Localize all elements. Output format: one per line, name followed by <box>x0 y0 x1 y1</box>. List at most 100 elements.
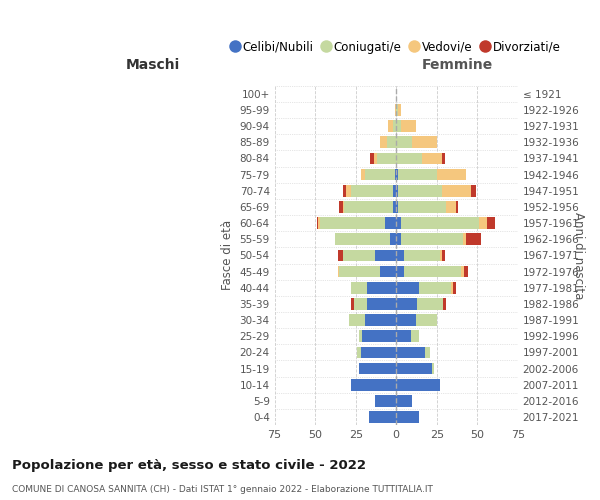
Bar <box>442 152 445 164</box>
Bar <box>343 201 344 212</box>
Text: COMUNE DI CANOSA SANNITA (CH) - Dati ISTAT 1° gennaio 2022 - Elaborazione TUTTIT: COMUNE DI CANOSA SANNITA (CH) - Dati IST… <box>12 485 433 494</box>
Bar <box>401 234 463 245</box>
Legend: Celibi/Nubili, Coniugati/e, Vedovi/e, Divorziati/e: Celibi/Nubili, Coniugati/e, Vedovi/e, Di… <box>229 38 564 58</box>
Bar <box>463 234 466 245</box>
Bar <box>317 218 319 229</box>
Bar <box>401 218 479 229</box>
Bar <box>396 266 404 278</box>
Bar <box>404 266 461 278</box>
Bar <box>393 201 396 212</box>
Bar <box>358 346 361 358</box>
Text: Maschi: Maschi <box>126 58 180 72</box>
Bar <box>396 104 398 116</box>
Bar <box>461 266 464 278</box>
Bar <box>377 152 396 164</box>
Bar <box>396 330 411 342</box>
Bar <box>343 185 346 196</box>
Bar <box>396 395 412 406</box>
Bar <box>411 330 419 342</box>
Bar <box>396 120 401 132</box>
Text: Popolazione per età, sesso e stato civile - 2022: Popolazione per età, sesso e stato civil… <box>12 460 366 472</box>
Bar <box>346 185 351 196</box>
Bar <box>487 218 495 229</box>
Bar <box>432 362 434 374</box>
Bar <box>451 282 453 294</box>
Bar <box>386 136 396 148</box>
Bar <box>412 136 437 148</box>
Bar <box>393 120 396 132</box>
Bar <box>343 250 375 261</box>
Bar <box>361 346 396 358</box>
Bar <box>380 136 386 148</box>
Bar <box>365 169 395 180</box>
Bar <box>395 104 396 116</box>
Bar <box>338 250 343 261</box>
Bar <box>437 169 466 180</box>
Bar <box>464 266 467 278</box>
Bar <box>340 201 343 212</box>
Bar <box>362 330 396 342</box>
Bar <box>349 314 365 326</box>
Bar <box>416 314 437 326</box>
Bar <box>440 250 442 261</box>
Bar <box>396 152 422 164</box>
Bar <box>396 234 401 245</box>
Bar <box>361 169 365 180</box>
Bar <box>396 362 432 374</box>
Bar <box>471 185 476 196</box>
Bar <box>351 282 367 294</box>
Bar <box>396 379 440 390</box>
Bar <box>338 266 340 278</box>
Bar <box>443 298 446 310</box>
Bar <box>367 298 396 310</box>
Bar <box>425 346 430 358</box>
Bar <box>446 201 456 212</box>
Bar <box>398 185 442 196</box>
Bar <box>398 104 401 116</box>
Bar <box>453 282 456 294</box>
Text: Femmine: Femmine <box>421 58 493 72</box>
Bar <box>351 185 393 196</box>
Bar <box>367 282 396 294</box>
Bar <box>395 169 396 180</box>
Bar <box>396 250 404 261</box>
Bar <box>479 218 487 229</box>
Bar <box>396 346 425 358</box>
Bar <box>320 218 385 229</box>
Bar <box>374 152 377 164</box>
Bar <box>351 298 354 310</box>
Bar <box>359 362 396 374</box>
Bar <box>380 266 396 278</box>
Bar <box>396 169 398 180</box>
Bar <box>396 298 418 310</box>
Bar <box>396 201 398 212</box>
Bar <box>396 314 416 326</box>
Bar <box>335 234 390 245</box>
Bar <box>396 136 412 148</box>
Bar <box>370 152 374 164</box>
Bar <box>359 330 362 342</box>
Bar <box>419 282 451 294</box>
Bar <box>319 218 320 229</box>
Bar <box>442 185 471 196</box>
Bar <box>404 250 440 261</box>
Bar <box>351 379 396 390</box>
Bar <box>365 314 396 326</box>
Bar <box>393 185 396 196</box>
Bar <box>396 185 398 196</box>
Bar <box>385 218 396 229</box>
Bar <box>388 120 393 132</box>
Bar <box>344 201 393 212</box>
Bar <box>442 250 445 261</box>
Bar <box>398 201 446 212</box>
Bar <box>398 169 437 180</box>
Bar <box>340 266 380 278</box>
Bar <box>390 234 396 245</box>
Bar <box>396 218 401 229</box>
Bar <box>401 120 416 132</box>
Bar <box>456 201 458 212</box>
Y-axis label: Fasce di età: Fasce di età <box>221 220 234 290</box>
Bar <box>396 411 419 423</box>
Y-axis label: Anni di nascita: Anni di nascita <box>572 212 585 299</box>
Bar <box>418 298 443 310</box>
